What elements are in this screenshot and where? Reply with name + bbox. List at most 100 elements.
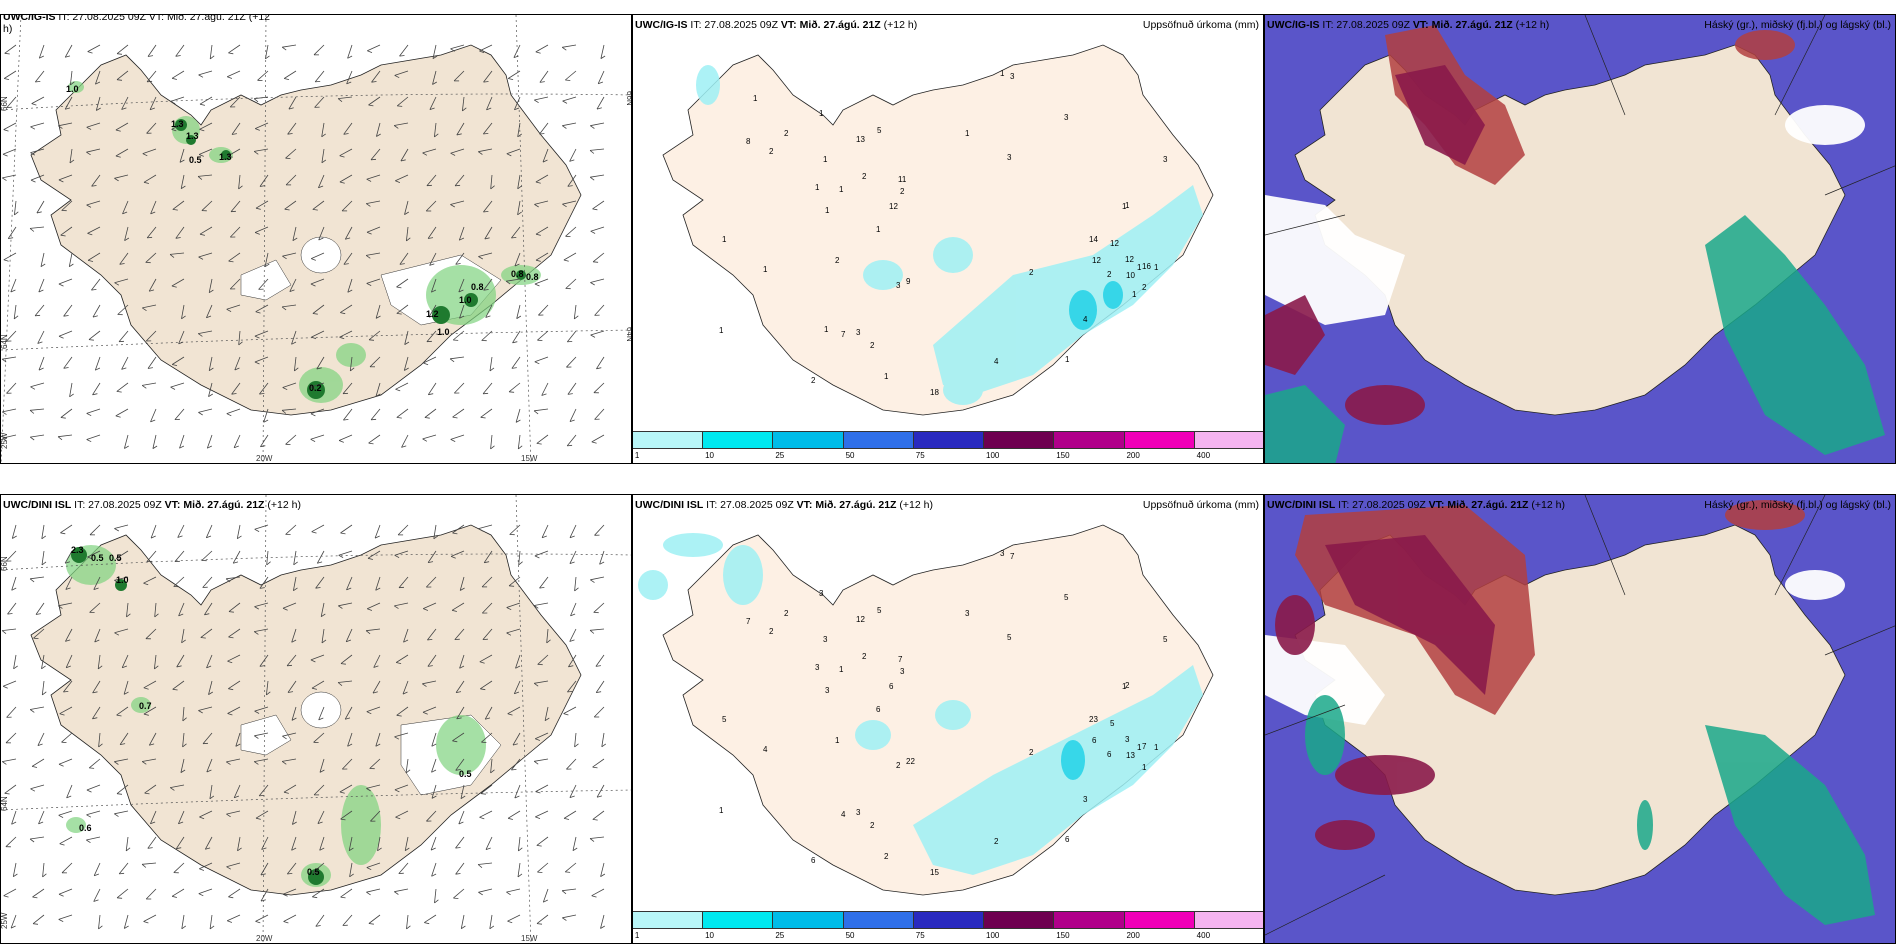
- wind-barb: [396, 304, 409, 314]
- wind-barb: [517, 122, 521, 137]
- wind-barb-flag: [11, 587, 17, 591]
- wind-barb: [7, 602, 17, 615]
- wind-barb: [536, 434, 549, 444]
- wind-barb: [61, 200, 73, 211]
- wind-barb-flag: [39, 55, 44, 59]
- wind-barb-flag: [116, 558, 122, 560]
- wind-label: 1.0: [66, 84, 79, 94]
- wind-barb-flag: [2, 685, 8, 689]
- wind-barb-flag: [206, 535, 212, 539]
- wind-barb: [88, 758, 101, 769]
- wind-barb-flag: [339, 336, 345, 340]
- wind-barb-flag: [60, 417, 66, 419]
- wind-barb-flag: [208, 393, 214, 397]
- wind-barb: [395, 382, 409, 390]
- wind-barb: [114, 278, 129, 284]
- wind-barb-flag: [534, 204, 539, 208]
- wind-barb-flag: [30, 386, 36, 390]
- wind-barb: [483, 70, 493, 83]
- wind-barb-flag: [92, 717, 98, 720]
- wind-label: 1.3: [171, 119, 184, 129]
- wind-barb: [182, 706, 185, 721]
- wind-barb-flag: [350, 367, 355, 372]
- wind-barb-flag: [228, 52, 234, 55]
- wind-barb-flag: [365, 255, 371, 259]
- wind-barb-flag: [30, 152, 36, 156]
- wind-barb-flag: [152, 445, 158, 449]
- wind-barb-flag: [115, 155, 121, 158]
- wind-barb-flag: [178, 613, 184, 617]
- wind-barb-flag: [395, 180, 401, 183]
- precip-value-label: 1: [719, 326, 724, 335]
- wind-barb: [260, 888, 269, 902]
- wind-barb-flag: [119, 872, 125, 875]
- wind-barb-flag: [226, 866, 232, 870]
- wind-barb: [30, 382, 45, 388]
- wind-barb-flag: [254, 606, 260, 610]
- wind-barb-flag: [514, 795, 520, 799]
- wind-barb-flag: [58, 893, 64, 897]
- wind-barb: [69, 148, 73, 163]
- wind-barb: [11, 810, 17, 825]
- wind-label: 1.0: [116, 575, 129, 585]
- svg-text:20W: 20W: [256, 934, 273, 943]
- wind-barb-flag: [254, 335, 260, 339]
- wind-barb-flag: [374, 535, 380, 539]
- wind-barb-flag: [37, 341, 43, 344]
- wind-barb-flag: [429, 263, 435, 266]
- wind-barb-flag: [535, 259, 541, 262]
- wind-barb-flag: [486, 107, 492, 111]
- wind-barb-flag: [199, 868, 205, 871]
- precip-value-label: 2: [784, 129, 789, 138]
- precip-areas: [696, 65, 1203, 405]
- wind-barb: [30, 576, 45, 580]
- wind-barb: [422, 680, 437, 685]
- wind-barb: [316, 356, 325, 370]
- wind-barb: [227, 70, 241, 78]
- wind-barb: [427, 382, 437, 395]
- wind-barb: [372, 680, 381, 694]
- wind-barb: [514, 784, 521, 799]
- wind-barb-flag: [171, 285, 177, 288]
- wind-barb: [424, 914, 437, 923]
- wind-barb-flag: [590, 125, 595, 129]
- wind-barb-flag: [574, 743, 579, 748]
- wind-barb: [338, 602, 353, 607]
- wind-barb-flag: [479, 50, 485, 54]
- cloud-header-row2: UWC/DINI ISL IT: 27.08.2025 09Z VT: Mið.…: [1267, 499, 1565, 511]
- wind-barb: [202, 576, 213, 588]
- precip-value-label: 1: [1065, 355, 1070, 364]
- wind-barb: [286, 862, 297, 875]
- wind-barb-flag: [506, 153, 512, 157]
- wind-barb-flag: [450, 556, 456, 559]
- wind-barbs: [1, 44, 606, 450]
- wind-barb: [70, 70, 73, 85]
- wind-barb: [145, 888, 157, 900]
- svg-text:64N: 64N: [625, 327, 632, 342]
- wind-barb: [566, 758, 577, 770]
- wind-barb: [422, 706, 437, 713]
- wind-barb-flag: [180, 185, 186, 190]
- wind-barb-flag: [567, 185, 573, 187]
- precip-value-label: 4: [841, 810, 846, 819]
- wind-header-row1: UWC/IG-IS IT: 27.08.2025 09Z VT: Mið. 27…: [3, 14, 271, 35]
- wind-barb-flag: [396, 714, 402, 717]
- wind-barb: [478, 252, 493, 257]
- wind-barb: [2, 434, 17, 439]
- lat-lon-grid: [1, 15, 631, 463]
- wind-barb-flag: [535, 181, 541, 184]
- wind-barb: [170, 96, 185, 102]
- wind-barb: [30, 434, 45, 438]
- wind-barb-flag: [460, 587, 465, 591]
- wind-barb-flag: [316, 367, 322, 370]
- wind-barb: [395, 654, 409, 663]
- wind-panel-row1: 1.0 1.3 1.3 0.5 1.3 0.8 0.8 0.8 1.0 1.2 …: [0, 14, 632, 464]
- wind-barb-flag: [539, 81, 545, 83]
- wind-barb: [368, 96, 381, 106]
- wind-barb-flag: [428, 561, 434, 563]
- wind-barb-flag: [395, 388, 401, 392]
- wind-barb: [310, 278, 325, 285]
- colorbar-tick-label: 100: [986, 451, 1000, 460]
- wind-barb-flag: [150, 419, 156, 423]
- wind-barb-flag: [393, 125, 399, 129]
